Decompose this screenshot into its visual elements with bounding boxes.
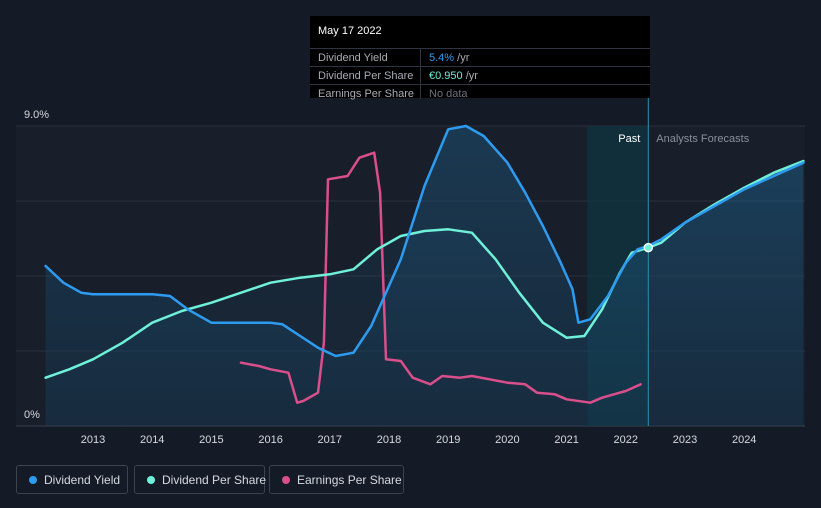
tooltip-date: May 17 2022 <box>318 25 382 37</box>
legend-item-dividend-yield[interactable]: Dividend Yield <box>16 465 128 494</box>
dividend-yield-dot-icon <box>29 476 37 484</box>
legend-label: Earnings Per Share <box>297 473 402 487</box>
legend-label: Dividend Yield <box>44 473 121 487</box>
x-tick-label: 2022 <box>614 434 638 446</box>
y-axis-label-bottom: 0% <box>24 409 40 421</box>
y-axis-label-top: 9.0% <box>24 109 49 121</box>
x-tick-label: 2015 <box>199 434 223 446</box>
tooltip-label: Earnings Per Share <box>318 88 414 100</box>
earnings-per-share-dot-icon <box>282 476 290 484</box>
x-tick-label: 2019 <box>436 434 460 446</box>
x-tick-label: 2014 <box>140 434 164 446</box>
tooltip-label: Dividend Yield <box>318 52 388 64</box>
series-area <box>45 161 804 426</box>
x-tick-label: 2020 <box>495 434 519 446</box>
tooltip-row-dividend-per-share: Dividend Per Share €0.950 /yr <box>310 66 650 85</box>
tooltip-value: €0.950 /yr <box>429 70 478 82</box>
cursor-point[interactable] <box>643 242 654 253</box>
dividend-per-share-dot-icon <box>147 476 155 484</box>
x-tick-label: 2021 <box>554 434 578 446</box>
legend-label: Dividend Per Share <box>162 473 267 487</box>
x-tick-label: 2018 <box>377 434 401 446</box>
series-line-earnings-per-share <box>239 151 642 404</box>
tooltip: May 17 2022 Dividend Yield 5.4% /yr Divi… <box>310 16 650 100</box>
tooltip-row-earnings-per-share: Earnings Per Share No data <box>310 84 650 100</box>
past-label: Past <box>618 133 640 145</box>
x-axis-ticks: 2013 2014 2015 2016 2017 2018 2019 2020 2021 2022… <box>81 434 757 446</box>
tooltip-label: Dividend Per Share <box>318 70 414 82</box>
forecast-label: Analysts Forecasts <box>656 133 749 145</box>
x-tick-label: 2017 <box>318 434 342 446</box>
tooltip-value: No data <box>429 88 468 100</box>
tooltip-value: 5.4% /yr <box>429 52 470 64</box>
x-tick-label: 2013 <box>81 434 105 446</box>
legend-item-earnings-per-share[interactable]: Earnings Per Share <box>269 465 404 494</box>
legend-item-dividend-per-share[interactable]: Dividend Per Share <box>134 465 267 494</box>
x-tick-label: 2023 <box>673 434 697 446</box>
x-tick-label: 2016 <box>258 434 282 446</box>
tooltip-row-dividend-yield: Dividend Yield 5.4% /yr <box>310 48 650 67</box>
series-areas <box>45 126 804 426</box>
x-tick-label: 2024 <box>732 434 756 446</box>
